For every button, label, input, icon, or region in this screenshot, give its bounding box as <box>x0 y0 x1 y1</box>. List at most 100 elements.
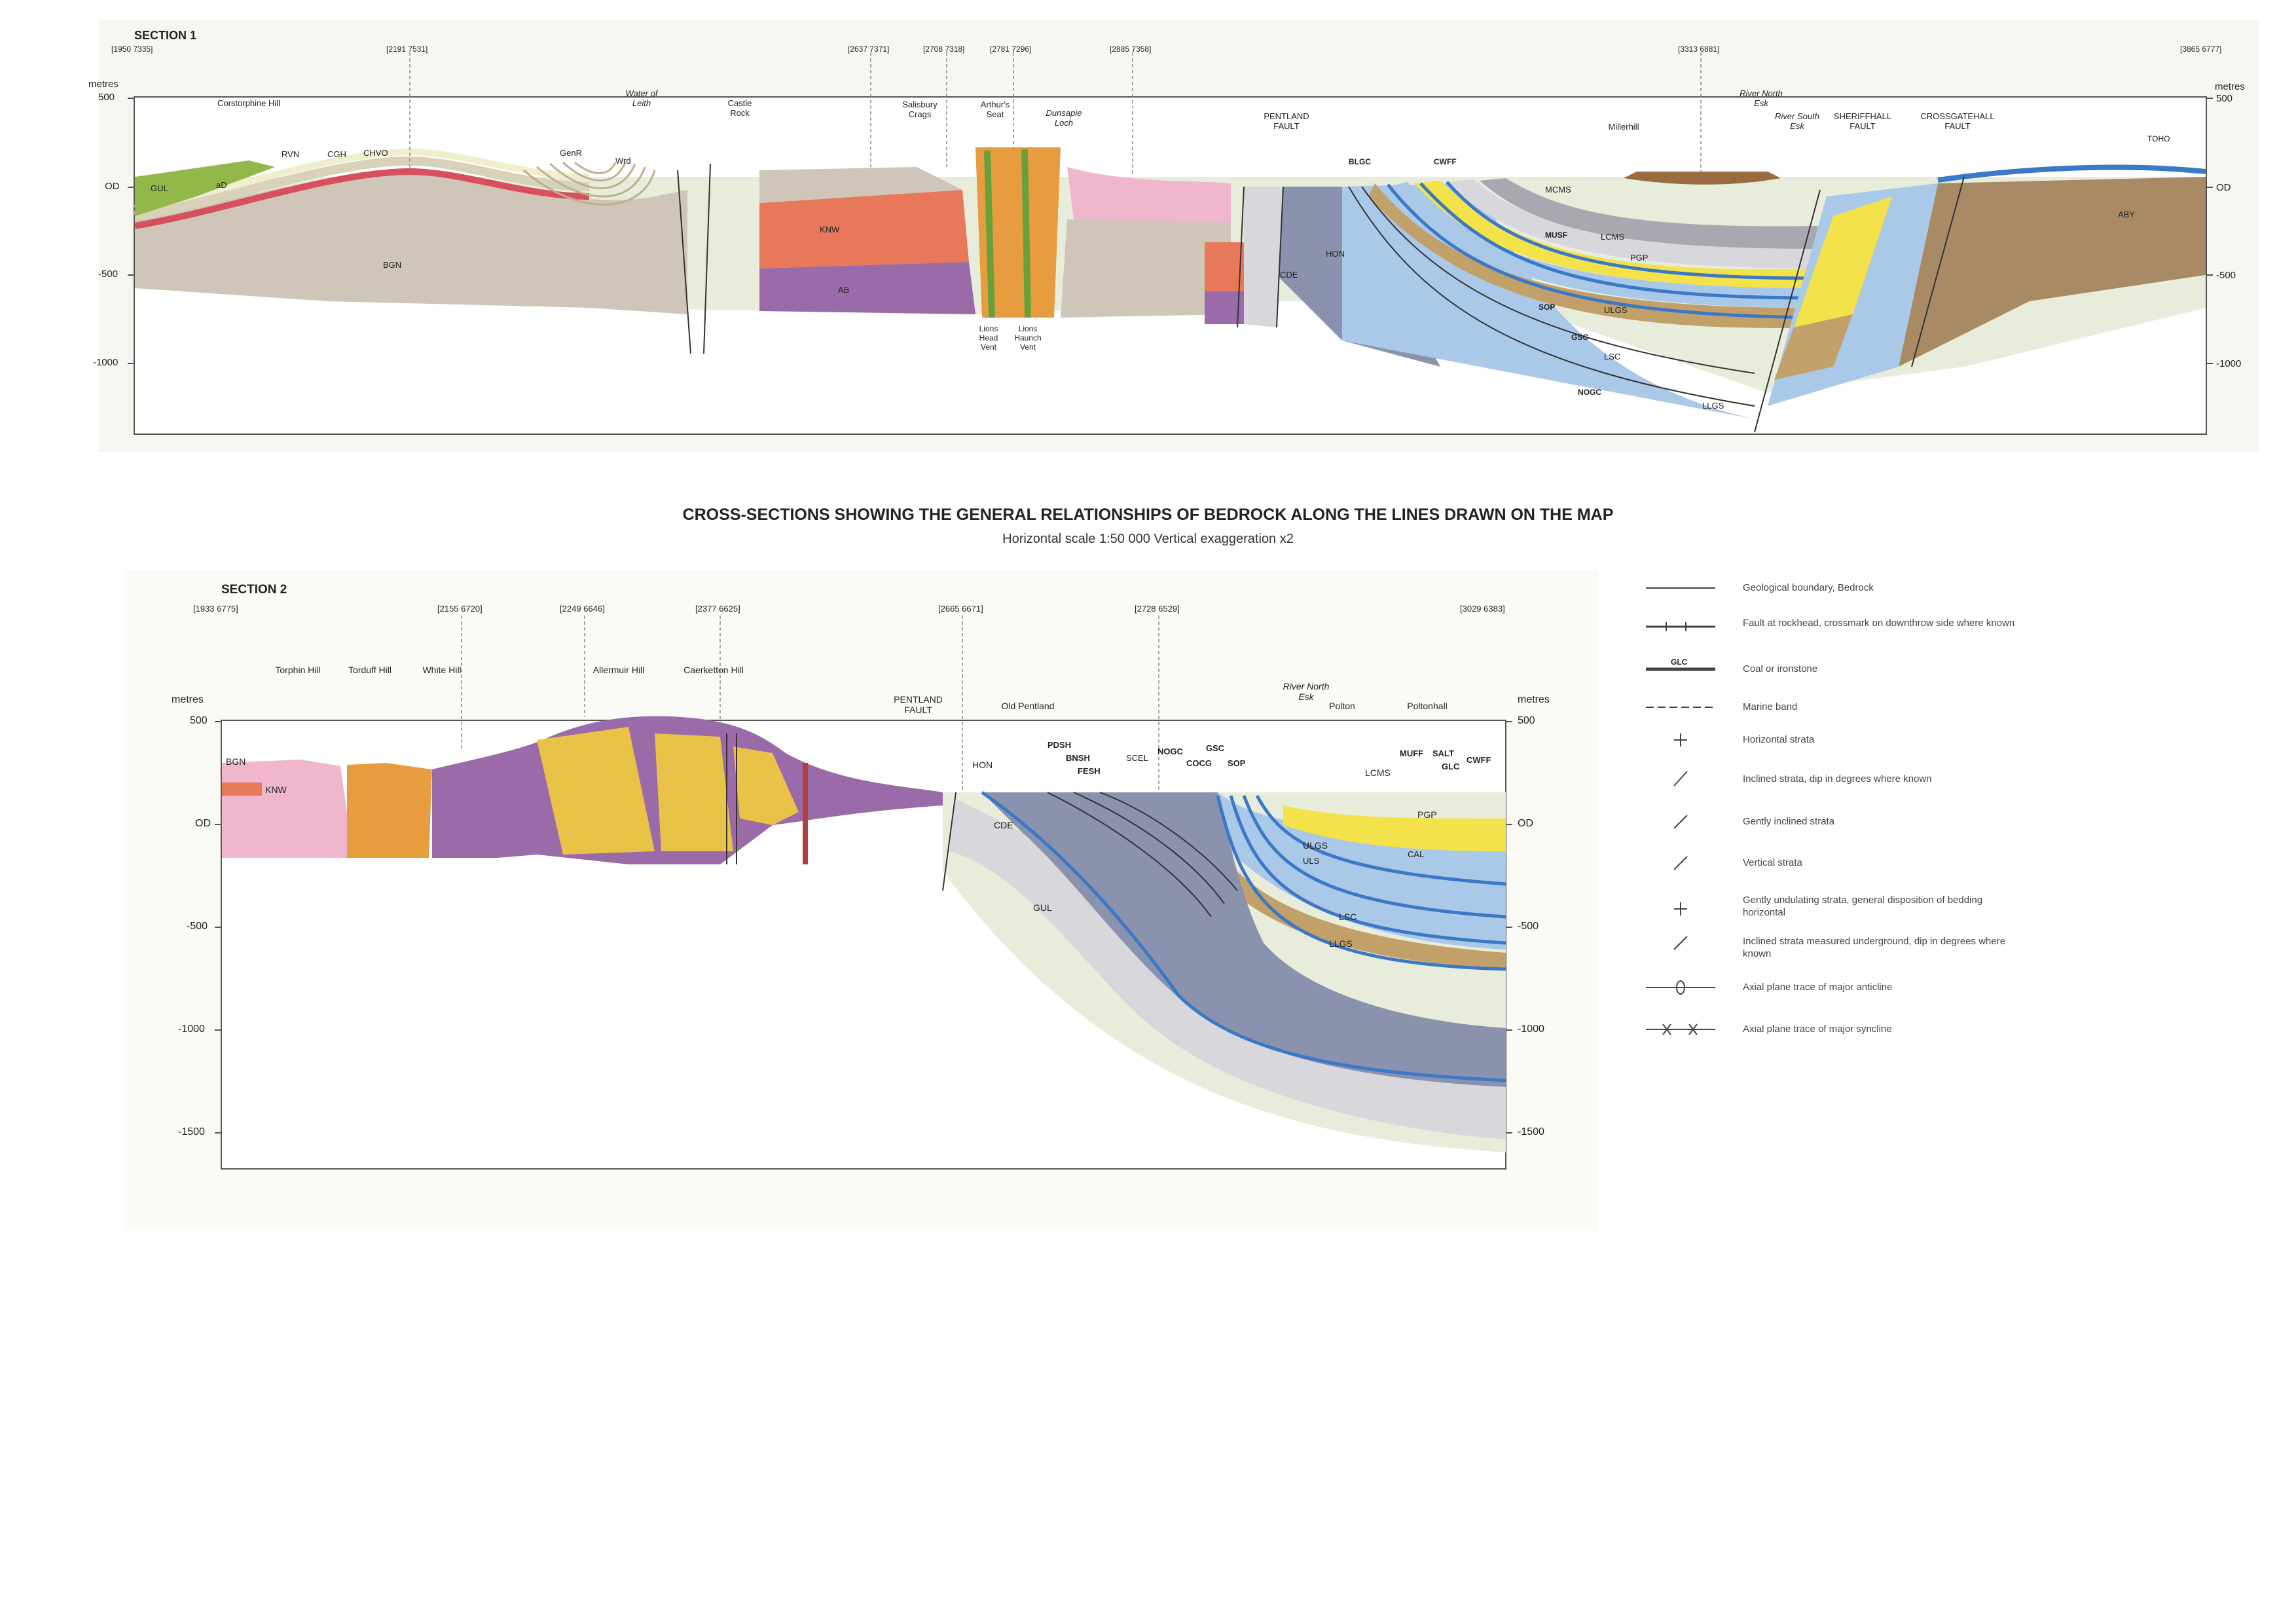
unit-pink-left <box>222 760 354 858</box>
legend-label: Gently inclined strata <box>1743 816 1835 827</box>
unit-label: PGP <box>1630 253 1649 263</box>
undulating-strata-icon <box>1646 894 1724 920</box>
unit-bgn-left <box>135 169 687 314</box>
unit-label: CDE <box>1280 270 1298 280</box>
unit-label: BGN <box>383 260 402 270</box>
section2-tick: -500 <box>187 921 208 932</box>
legend-label: Gently undulating strata, general dispos… <box>1743 895 1983 918</box>
place-label: Corstorphine Hill <box>217 98 281 108</box>
legend-item-boundary: Geological boundary, Bedrock <box>1646 581 2013 614</box>
section2-title: SECTION 2 <box>221 583 287 597</box>
unit-label: KNW <box>820 225 840 234</box>
section2-gridref: [2665 6671] <box>938 604 983 614</box>
unit-label: SOP <box>1228 758 1246 768</box>
horizontal-strata-icon <box>1646 733 1724 760</box>
place-label: Lions Haunch Vent <box>1014 324 1042 352</box>
place-label: River North Esk <box>1283 681 1330 702</box>
unit-label: KNW <box>265 784 287 795</box>
unit-vent <box>975 147 1061 318</box>
legend-item-coal: GLC Coal or ironstone <box>1646 657 2013 695</box>
place-label: Water of Leith <box>625 88 658 108</box>
section1-tick-m1000: -1000 <box>93 357 118 368</box>
unit-chvo-band <box>134 168 590 229</box>
place-label: Caerketton Hill <box>683 665 744 675</box>
place-label: Millerhill <box>1608 122 1639 132</box>
unit-label: BGN <box>226 756 246 767</box>
section2-gridref: [2249 6646] <box>560 604 605 614</box>
section1-gridref: [3313 6881] <box>1678 45 1720 54</box>
legend-label: Axial plane trace of major anticline <box>1743 982 1893 993</box>
unit-label: SOP <box>1539 303 1556 312</box>
unit-label: CGH <box>327 149 346 159</box>
place-label: PENTLAND FAULT <box>894 694 943 715</box>
section2-tick: 500 <box>190 715 208 726</box>
section2-blue-lines <box>981 790 1506 1082</box>
unit-label: NOGC <box>1578 388 1601 397</box>
legend-item-vertical: Vertical strata <box>1646 857 2013 889</box>
unit-label: ULGS <box>1303 840 1328 851</box>
legend-label: Inclined strata measured underground, di… <box>1743 936 2006 959</box>
section1-tick-500: 500 <box>98 92 115 103</box>
section2-tick-r: -1500 <box>1518 1126 1544 1137</box>
marine-band-icon <box>1646 701 1724 727</box>
anticline-trace-icon <box>1646 981 1724 1007</box>
section1-axis-unit-left: metres <box>88 79 118 90</box>
unit-label: LCMS <box>1601 232 1625 242</box>
legend-label: Axial plane trace of major syncline <box>1743 1024 1892 1035</box>
coal-symbol-text: GLC <box>1671 657 1688 667</box>
place-label: Torduff Hill <box>348 665 392 675</box>
unit-label: GSC <box>1571 333 1589 342</box>
section2-tick: OD <box>195 818 211 829</box>
gently-inclined-icon <box>1646 815 1724 841</box>
unit-ad-green <box>135 160 275 216</box>
boundary-line-icon <box>1646 581 1724 608</box>
unit-label: NOGC <box>1157 747 1183 756</box>
inclined-strata-icon <box>1646 773 1724 799</box>
place-label: River North Esk <box>1740 88 1783 108</box>
legend-item-fault: Fault at rockhead, crossmark on downthro… <box>1646 617 2014 650</box>
place-label: Poltonhall <box>1407 701 1448 711</box>
vertical-strata-icon <box>1646 857 1724 883</box>
place-label: River South Esk <box>1775 111 1819 131</box>
legend-label: Horizontal strata <box>1743 734 1815 745</box>
unit-label: LSC <box>1604 352 1621 361</box>
unit-orange-torduff <box>347 763 432 858</box>
legend-item-syncline: Axial plane trace of major syncline <box>1646 1023 2013 1056</box>
coal-line-icon: GLC <box>1646 657 1724 689</box>
section1-axis-unit-right: metres <box>2215 81 2245 92</box>
unit-label: CHVO <box>363 148 388 158</box>
unit-ab <box>759 262 975 314</box>
unit-label: SALT <box>1432 748 1454 758</box>
unit-label: GUL <box>1033 902 1052 913</box>
section1-gridref: [3865 6777] <box>2180 45 2222 54</box>
unit-label: GenR <box>560 148 582 158</box>
section2-tick-r: -1000 <box>1518 1024 1544 1035</box>
unit-label: LLGS <box>1329 938 1353 949</box>
section2-axis-unit-r: metres <box>1518 694 1550 705</box>
section1-tick-m500: -500 <box>98 268 118 280</box>
unit-label: CAL <box>1408 849 1425 859</box>
section2-tick: -1000 <box>178 1024 205 1035</box>
legend-item-horizontal: Horizontal strata <box>1646 733 2013 766</box>
unit-label: CDE <box>994 820 1013 830</box>
unit-knw <box>759 190 969 268</box>
place-label: SHERIFFHALL FAULT <box>1833 111 1892 131</box>
unit-label: FESH <box>1078 766 1101 776</box>
place-label: Castle Rock <box>727 98 752 118</box>
section1-gridref: [2885 7358] <box>1110 45 1152 54</box>
syncline-trace-icon <box>1646 1023 1724 1049</box>
figure-title: CROSS-SECTIONS SHOWING THE GENERAL RELAT… <box>682 506 1614 524</box>
section2-gridref: [3029 6383] <box>1460 604 1505 614</box>
unit-label: LLGS <box>1702 401 1724 411</box>
section1-gridref: [2637 7371] <box>848 45 890 54</box>
unit-label: aD <box>216 180 227 190</box>
section1-gridref: [2191 7531] <box>386 45 428 54</box>
place-label: Allermuir Hill <box>592 665 645 675</box>
unit-label: AB <box>838 285 850 295</box>
section1-title: SECTION 1 <box>134 29 197 42</box>
place-label: Polton <box>1329 701 1355 711</box>
section1-gridref: [1950 7335] <box>111 45 153 54</box>
unit-label: Wrd <box>615 156 631 166</box>
unit-label: PGP <box>1417 809 1437 820</box>
legend-label: Fault at rockhead, crossmark on downthro… <box>1743 618 2015 629</box>
